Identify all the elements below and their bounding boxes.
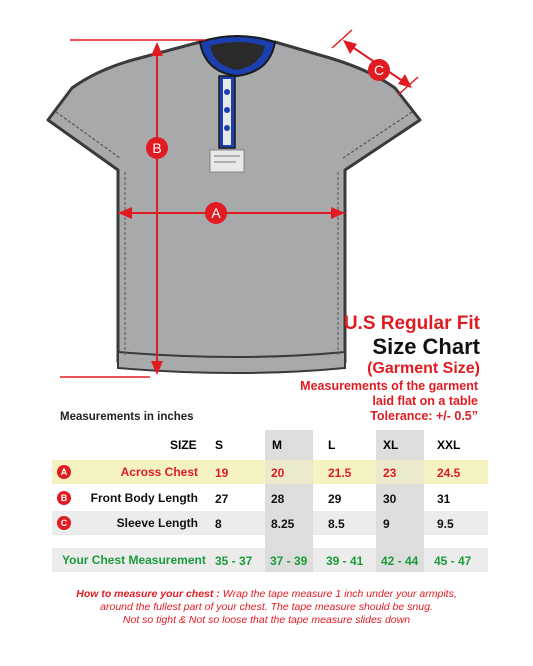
front-body-length-m: 28 bbox=[271, 492, 285, 506]
size-s: S bbox=[215, 438, 224, 452]
label-b: B bbox=[152, 140, 161, 156]
note-line-2: laid flat on a table bbox=[372, 394, 478, 408]
row-band-sleeve bbox=[52, 511, 488, 535]
size-xl: XL bbox=[383, 438, 399, 452]
across-chest-xxl: 24.5 bbox=[437, 466, 461, 480]
row-badge-c: C bbox=[57, 516, 71, 530]
chest-measurement-xl: 42 - 44 bbox=[381, 554, 419, 568]
size-l: L bbox=[328, 438, 336, 452]
sleeve-length-xxl: 9.5 bbox=[437, 517, 454, 531]
measurement-a: A bbox=[118, 202, 345, 224]
size-header: SIZE bbox=[170, 438, 197, 452]
units-label: Measurements in inches bbox=[60, 411, 194, 423]
row-label-sleeve-length: Sleeve Length bbox=[116, 516, 198, 530]
sleeve-length-xl: 9 bbox=[383, 517, 390, 531]
how-to-measure-lead: How to measure your chest : bbox=[76, 588, 220, 600]
row-band-chest-measurement bbox=[52, 548, 488, 572]
chest-measurement-m: 37 - 39 bbox=[270, 554, 308, 568]
tshirt-diagram: A B C bbox=[46, 29, 422, 378]
note-line-1: Measurements of the garment bbox=[300, 379, 478, 393]
fit-title: U.S Regular Fit bbox=[343, 313, 480, 334]
size-xxl: XXL bbox=[437, 438, 461, 452]
measurement-c: C bbox=[331, 29, 419, 96]
front-body-length-s: 27 bbox=[215, 492, 229, 506]
note-line-3: Tolerance: +/- 0.5” bbox=[370, 409, 478, 423]
chest-measurement-label: Your Chest Measurement bbox=[62, 553, 206, 567]
chest-measurement-s: 35 - 37 bbox=[215, 554, 253, 568]
size-m: M bbox=[272, 438, 282, 452]
row-label-front-body-length: Front Body Length bbox=[90, 491, 198, 505]
row-label-across-chest: Across Chest bbox=[120, 465, 198, 479]
garment-size-subtitle: (Garment Size) bbox=[367, 360, 480, 377]
measurement-b: B bbox=[60, 39, 205, 378]
label-a: A bbox=[211, 205, 221, 221]
front-body-length-xxl: 31 bbox=[437, 492, 451, 506]
measurement-notes: Measurements of the garment laid flat on… bbox=[300, 379, 478, 424]
sleeve-length-l: 8.5 bbox=[328, 517, 345, 531]
chest-measurement-xxl: 45 - 47 bbox=[434, 554, 472, 568]
chest-measurement-l: 39 - 41 bbox=[326, 554, 364, 568]
how-to-text-1: Wrap the tape measure 1 inch under your … bbox=[222, 588, 457, 600]
sleeve-length-m: 8.25 bbox=[271, 517, 295, 531]
how-to-text-3: Not so tight & Not so loose that the tap… bbox=[122, 614, 411, 626]
row-band-across-chest-overlay bbox=[52, 460, 488, 484]
across-chest-xl: 23 bbox=[383, 466, 397, 480]
how-to-text-2: around the fullest part of your chest. T… bbox=[100, 601, 433, 613]
title-block: U.S Regular Fit Size Chart (Garment Size… bbox=[344, 313, 480, 379]
front-body-length-l: 29 bbox=[328, 492, 342, 506]
front-body-length-xl: 30 bbox=[383, 492, 397, 506]
row-badge-a: A bbox=[57, 465, 71, 479]
how-to-measure: How to measure your chest : Wrap the tap… bbox=[30, 588, 503, 627]
across-chest-l: 21.5 bbox=[328, 466, 352, 480]
sleeve-length-s: 8 bbox=[215, 517, 222, 531]
across-chest-s: 19 bbox=[215, 466, 229, 480]
row-badge-b: B bbox=[57, 491, 71, 505]
across-chest-m: 20 bbox=[271, 466, 285, 480]
label-c: C bbox=[374, 62, 384, 78]
size-chart-title: Size Chart bbox=[372, 334, 480, 359]
